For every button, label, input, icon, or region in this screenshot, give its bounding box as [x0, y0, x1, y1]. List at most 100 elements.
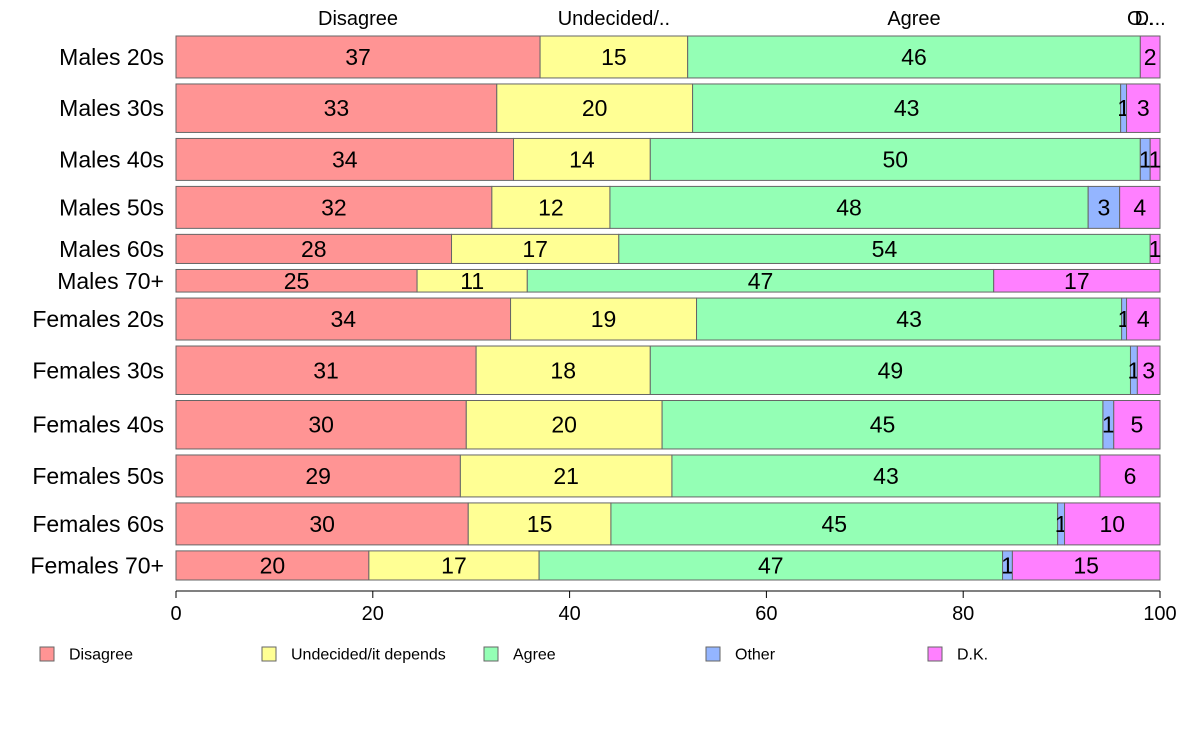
- bar-segment: [1149, 233, 1161, 264]
- category-label: Males 20s: [59, 44, 164, 70]
- data-label: 21: [553, 463, 579, 489]
- category-label: Females 30s: [32, 357, 164, 383]
- data-label: 43: [896, 306, 922, 332]
- bar-segment: [610, 502, 1059, 546]
- data-label: 34: [332, 146, 358, 172]
- legend-label: Disagree: [69, 647, 133, 664]
- bar-segment: [649, 345, 1131, 395]
- data-label: 20: [582, 95, 608, 121]
- data-label: 3: [1098, 194, 1111, 220]
- bar-segment: [1126, 297, 1161, 341]
- data-label: 17: [1064, 268, 1090, 294]
- data-label: 47: [748, 268, 774, 294]
- bar-segment: [467, 502, 612, 546]
- y-axis-labels: Males 20s Males 30s Males 40s Males 50s Male…: [30, 44, 164, 578]
- x-tick-label: 0: [170, 603, 181, 625]
- data-label: 49: [878, 357, 904, 383]
- category-label: Females 20s: [32, 306, 164, 332]
- data-label: 31: [313, 357, 339, 383]
- top-label-4: O..: [1127, 8, 1154, 30]
- x-tick-label: 40: [558, 603, 580, 625]
- bar-segment: [539, 35, 689, 79]
- category-label: Males 70+: [57, 268, 164, 294]
- bar-segment: [1139, 35, 1161, 79]
- bar-segment: [175, 345, 477, 395]
- legend-swatch: [927, 646, 943, 662]
- category-label: Males 50s: [59, 194, 164, 220]
- data-label: 43: [873, 463, 899, 489]
- data-label: 1: [1149, 146, 1162, 172]
- top-label-1: Disagree: [318, 8, 398, 30]
- bar-segment: [451, 233, 620, 264]
- bar-segment: [510, 297, 698, 341]
- bar-segment: [496, 83, 694, 133]
- top-category-labels: Disagree Undecided/.. Agree O..D...: [318, 8, 1166, 30]
- data-label: 11: [460, 268, 484, 294]
- bar-segment: [459, 454, 673, 498]
- x-tick-label: 60: [755, 603, 777, 625]
- data-label: 45: [821, 511, 847, 537]
- bar-segment: [175, 83, 498, 133]
- data-label: 47: [758, 552, 784, 578]
- data-label: 20: [551, 412, 577, 438]
- data-label: 30: [309, 511, 335, 537]
- bar-segment: [175, 454, 461, 498]
- data-label: 28: [301, 236, 327, 262]
- data-label: 3: [1142, 357, 1155, 383]
- legend-label: Agree: [513, 647, 556, 664]
- bar-segment: [1099, 454, 1161, 498]
- data-label: 12: [538, 194, 564, 220]
- bar-segment: [671, 454, 1101, 498]
- data-label: 1: [1102, 412, 1115, 438]
- data-label: 45: [870, 412, 896, 438]
- legend-label: Other: [735, 647, 776, 664]
- bar-segment: [609, 185, 1089, 229]
- data-label: 17: [441, 552, 467, 578]
- data-label: 29: [305, 463, 331, 489]
- data-label: 50: [883, 146, 909, 172]
- bar-segment: [696, 297, 1123, 341]
- category-label: Males 40s: [59, 146, 164, 172]
- bar-segment: [1136, 345, 1161, 395]
- data-label: 34: [330, 306, 356, 332]
- data-label: 6: [1124, 463, 1137, 489]
- legend-label: D.K.: [957, 647, 988, 664]
- bar-segment: [1119, 185, 1161, 229]
- data-label: 20: [260, 552, 286, 578]
- category-label: Females 50s: [32, 463, 164, 489]
- data-label: 2: [1144, 44, 1157, 70]
- top-label-5: D...: [1135, 8, 1166, 30]
- bar-segment: [618, 233, 1151, 264]
- bar-segment: [1149, 137, 1161, 181]
- data-label: 19: [591, 306, 617, 332]
- data-label: 17: [522, 236, 548, 262]
- top-label-3: Agree: [887, 8, 940, 30]
- data-label: 10: [1099, 511, 1125, 537]
- data-label: 32: [321, 194, 347, 220]
- bar-segment: [368, 550, 540, 581]
- data-label: 25: [284, 268, 310, 294]
- legend-swatch: [483, 646, 499, 662]
- data-label: 4: [1133, 194, 1146, 220]
- data-label: 14: [569, 146, 595, 172]
- top-label-2: Undecided/..: [558, 8, 670, 30]
- data-label: 15: [601, 44, 627, 70]
- data-label: 43: [894, 95, 920, 121]
- data-label: 48: [836, 194, 862, 220]
- data-label: 5: [1130, 412, 1143, 438]
- bar-segment: [175, 297, 512, 341]
- x-tick-label: 20: [362, 603, 384, 625]
- data-label: 33: [324, 95, 350, 121]
- data-label: 15: [1073, 552, 1099, 578]
- data-label: 4: [1137, 306, 1150, 332]
- bar-segment: [175, 502, 469, 546]
- bar-segment: [1087, 185, 1121, 229]
- data-label: 54: [872, 236, 898, 262]
- data-label: 3: [1137, 95, 1150, 121]
- data-label: 46: [901, 44, 927, 70]
- legend: Disagree Undecided/it depends Agree Other D.…: [39, 646, 988, 664]
- category-label: Males 60s: [59, 236, 164, 262]
- data-label: 1: [1001, 552, 1014, 578]
